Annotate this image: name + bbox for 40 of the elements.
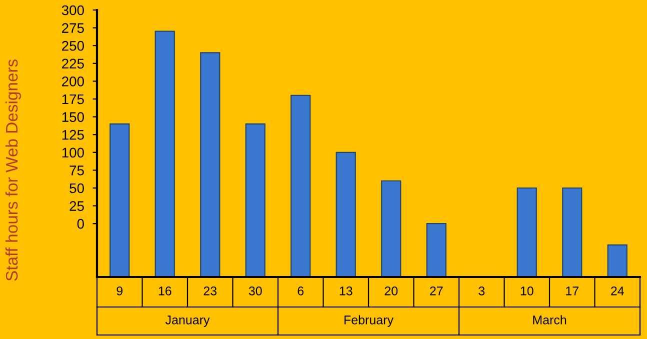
- bar: [110, 123, 130, 277]
- x-tick-label: 30: [248, 286, 262, 296]
- x-tick-label: 27: [430, 286, 443, 296]
- y-tick-label: 225: [62, 58, 84, 69]
- bar: [426, 223, 446, 277]
- text: March: [533, 315, 566, 324]
- x-tick-label: 9: [116, 286, 123, 296]
- y-tick-label: 275: [62, 23, 84, 33]
- y-tick-label: 125: [62, 130, 84, 140]
- y-tick-label: 75: [70, 166, 84, 176]
- y-tick-label: 250: [62, 40, 84, 51]
- x-tick-label: 13: [340, 286, 352, 296]
- text: January: [165, 316, 210, 327]
- y-tick-label: 0: [77, 218, 84, 229]
- y-tick-label: 50: [70, 183, 84, 194]
- bar: [290, 94, 311, 277]
- x-tick-label: 24: [611, 286, 624, 296]
- bar: [516, 187, 537, 277]
- bar: [562, 187, 582, 277]
- x-tick-label: 16: [158, 286, 172, 296]
- x-tick-label: 23: [204, 286, 217, 296]
- y-tick-label: 150: [62, 112, 84, 122]
- bar: [154, 30, 175, 277]
- bar: [200, 52, 220, 277]
- y-tick-label: 175: [62, 94, 84, 104]
- bar: [607, 244, 628, 277]
- y-tick-label: 100: [62, 148, 84, 158]
- x-tick-label: 10: [520, 286, 534, 296]
- x-tick-label: 3: [478, 286, 485, 296]
- bar: [381, 180, 402, 277]
- x-tick-label: 17: [566, 286, 578, 296]
- bar: [245, 123, 266, 277]
- y-tick-label: 300: [62, 5, 84, 16]
- y-tick-label: 25: [70, 201, 84, 211]
- x-tick-label: 6: [298, 286, 304, 296]
- text: February: [344, 315, 394, 327]
- bar: [336, 152, 356, 277]
- x-tick-label: 20: [384, 286, 398, 296]
- y-axis-title: Staff hours for Web Designers: [5, 59, 21, 281]
- y-tick-label: 200: [62, 76, 84, 86]
